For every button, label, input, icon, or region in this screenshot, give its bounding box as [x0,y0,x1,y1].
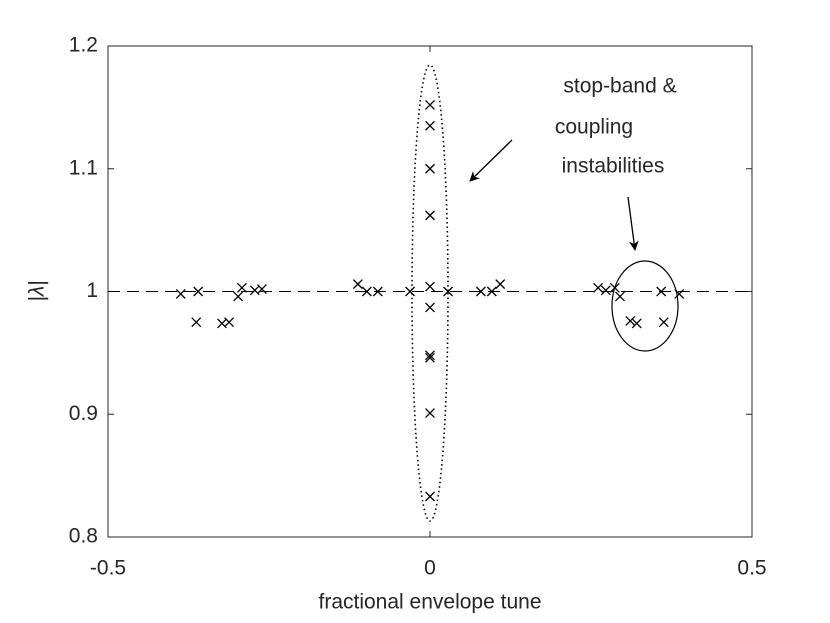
point [425,302,435,313]
point [233,291,244,302]
point [615,291,625,302]
point [600,285,611,296]
point [475,286,486,297]
y-tick-label: 0.9 [69,402,98,425]
point [361,286,372,297]
point [193,286,204,297]
arrow [469,139,513,182]
point [593,282,604,293]
y-tick-label: 1.2 [69,34,98,57]
y-tick-label: 1.1 [69,156,98,179]
y-tick-label: 1 [86,279,98,302]
x-tick-label: 0 [424,557,436,580]
annotation: stop-band & [563,75,676,98]
point [175,288,186,299]
x-tick-label: 0.5 [737,557,766,580]
point [425,352,435,363]
point [425,210,435,221]
point [352,279,363,290]
point [425,120,435,131]
annotation: coupling [555,116,633,139]
annotation: instabilities [562,155,665,178]
point [236,282,247,293]
point [674,288,685,299]
highlight-ellipse [611,260,679,352]
point [658,317,669,328]
point [656,286,667,297]
arrow [627,196,639,251]
x-axis-label: fractional envelope tune [319,591,542,614]
point [405,286,415,297]
point [609,282,620,293]
point [224,317,235,328]
point [191,317,202,328]
point [425,281,435,292]
x-tick-label: -0.5 [90,557,126,580]
y-axis-label: |λ| [26,280,49,301]
point [425,163,435,174]
y-tick-label: 0.8 [69,525,98,548]
point [425,491,435,502]
point [495,279,506,290]
point [425,408,435,418]
highlight-ellipse [411,64,449,522]
point [425,99,435,110]
point [425,350,435,361]
point [443,286,453,297]
point [256,284,267,295]
point [625,316,636,326]
point [486,286,497,297]
point [631,318,642,329]
point [372,286,383,297]
